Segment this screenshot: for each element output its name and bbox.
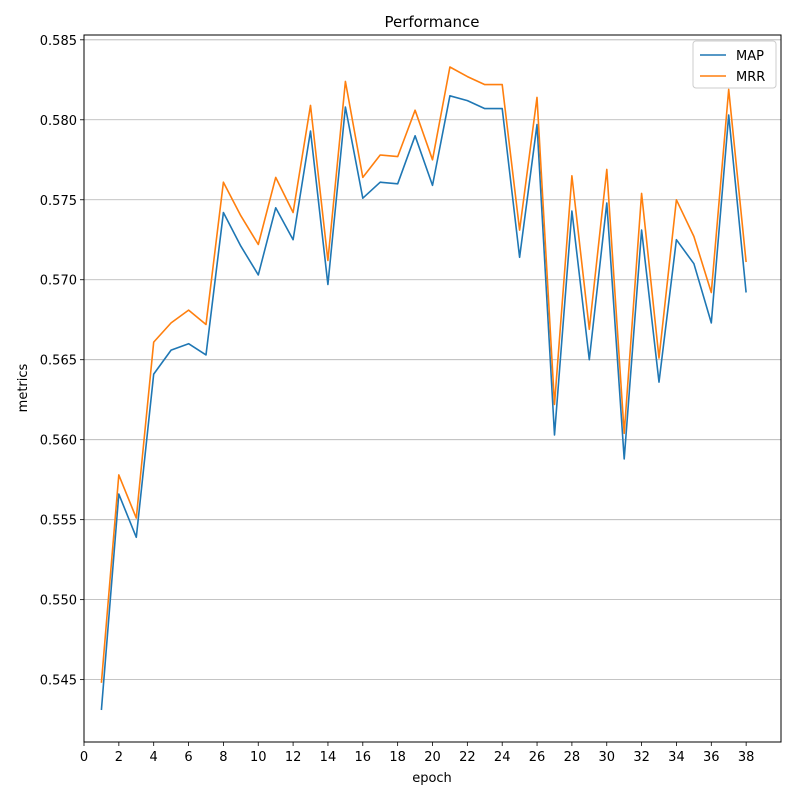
- x-tick-label: 8: [219, 750, 227, 765]
- chart-title: Performance: [384, 13, 479, 31]
- series-line-mrr: [100, 66, 747, 683]
- x-tick-label: 10: [250, 750, 267, 765]
- x-tick-label: 22: [459, 750, 476, 765]
- x-tick-label: 26: [529, 750, 546, 765]
- legend-label-mrr: MRR: [736, 70, 765, 85]
- y-tick-label: 0.555: [40, 514, 77, 529]
- x-axis-title: epoch: [412, 771, 452, 786]
- y-tick-label: 0.565: [40, 354, 77, 369]
- x-tick-label: 16: [355, 750, 372, 765]
- legend-label-map: MAP: [736, 49, 764, 64]
- x-tick-label: 4: [150, 750, 158, 765]
- x-tick-label: 34: [668, 750, 685, 765]
- x-tick-label: 18: [389, 750, 406, 765]
- y-axis-ticks: 0.545 0.550 0.555 0.560 0.565 0.570 0.575 0.580…: [40, 34, 84, 689]
- y-tick-label: 0.550: [40, 594, 77, 609]
- x-tick-label: 2: [115, 750, 123, 765]
- grid: [84, 39, 781, 681]
- x-tick-label: 36: [703, 750, 720, 765]
- y-tick-label: 0.545: [40, 674, 77, 689]
- series-lines: [100, 66, 747, 711]
- x-tick-label: 0: [80, 750, 88, 765]
- y-tick-label: 0.585: [40, 34, 77, 49]
- x-tick-label: 28: [564, 750, 581, 765]
- x-tick-label: 30: [598, 750, 615, 765]
- x-tick-label: 20: [424, 750, 441, 765]
- y-axis-title: metrics: [16, 363, 31, 412]
- x-tick-label: 38: [738, 750, 755, 765]
- x-tick-label: 32: [633, 750, 650, 765]
- x-tick-label: 12: [285, 750, 302, 765]
- y-tick-label: 0.575: [40, 194, 77, 209]
- x-tick-label: 24: [494, 750, 511, 765]
- y-tick-label: 0.570: [40, 274, 77, 289]
- y-tick-label: 0.560: [40, 434, 77, 449]
- x-tick-label: 14: [320, 750, 337, 765]
- legend: MAP MRR: [692, 40, 777, 89]
- x-axis-ticks: 0 2 4 6 8 10 12 14 16 18 20 22 24 26 28 30 32 34 36 38: [80, 742, 755, 765]
- y-tick-label: 0.580: [40, 114, 77, 129]
- x-tick-label: 6: [184, 750, 192, 765]
- series-line-map: [100, 95, 747, 711]
